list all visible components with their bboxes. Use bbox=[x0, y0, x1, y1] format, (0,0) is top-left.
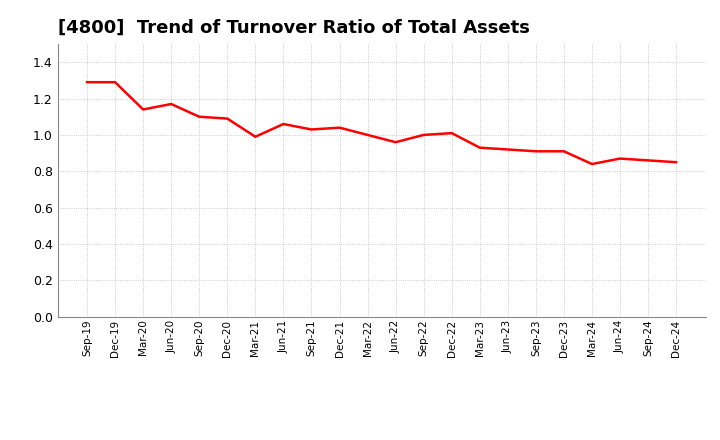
Text: [4800]  Trend of Turnover Ratio of Total Assets: [4800] Trend of Turnover Ratio of Total … bbox=[58, 19, 529, 37]
